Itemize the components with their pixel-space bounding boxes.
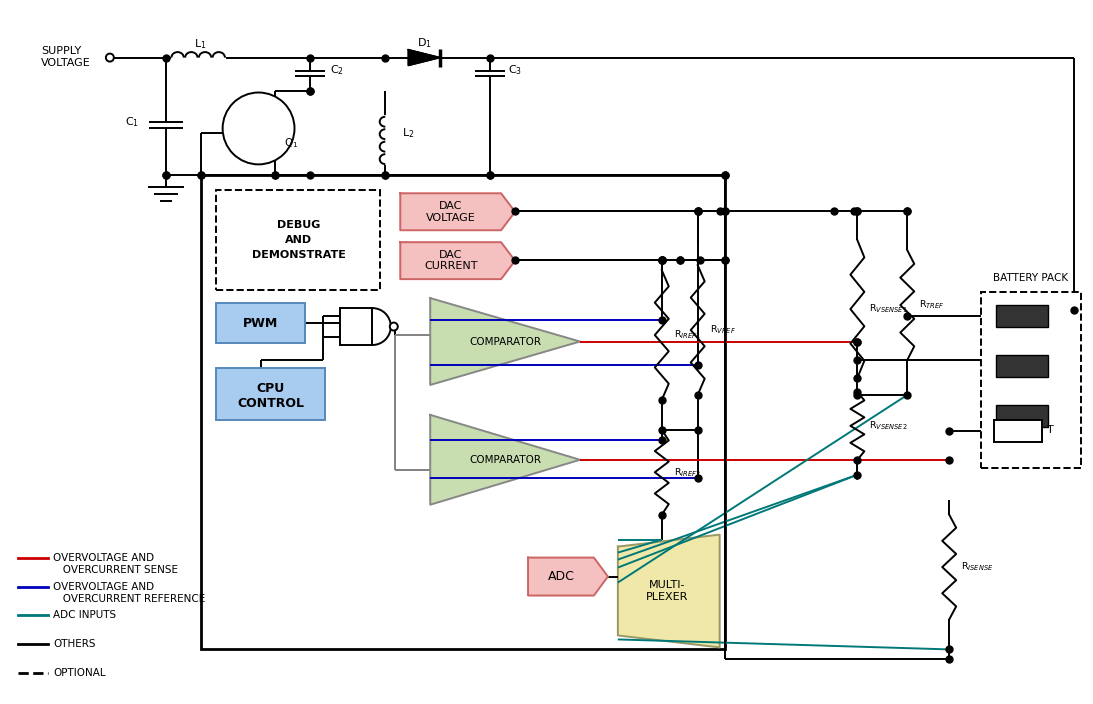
Text: R$_{TREF}$: R$_{TREF}$: [919, 298, 944, 311]
Text: T: T: [1047, 425, 1054, 435]
Text: AND: AND: [285, 235, 313, 245]
Text: ADC: ADC: [548, 570, 575, 583]
Text: Q$_1$: Q$_1$: [283, 137, 297, 151]
Bar: [982, 292, 1081, 467]
Text: DEMONSTRATE: DEMONSTRATE: [251, 250, 345, 260]
Text: PWM: PWM: [243, 317, 279, 329]
Text: R$_{VSENSE2}$: R$_{VSENSE2}$: [869, 420, 908, 432]
Text: R$_{ISENSE}$: R$_{ISENSE}$: [961, 561, 994, 573]
Text: R$_{IREF2}$: R$_{IREF2}$: [673, 466, 701, 479]
Text: BATTERY PACK: BATTERY PACK: [994, 273, 1069, 283]
Polygon shape: [431, 415, 580, 505]
Text: CPU: CPU: [257, 382, 284, 396]
Text: DAC
VOLTAGE: DAC VOLTAGE: [426, 201, 475, 222]
Text: L$_1$: L$_1$: [195, 37, 207, 51]
Text: VOLTAGE: VOLTAGE: [42, 58, 91, 68]
Bar: [215, 368, 326, 420]
Bar: [215, 303, 305, 343]
Bar: [340, 308, 373, 345]
Circle shape: [390, 322, 398, 331]
Bar: [215, 190, 380, 290]
Text: ADC INPUTS: ADC INPUTS: [52, 610, 116, 620]
Text: COMPARATOR: COMPARATOR: [469, 455, 541, 465]
Polygon shape: [400, 194, 515, 230]
Text: COMPARATOR: COMPARATOR: [469, 337, 541, 346]
Polygon shape: [431, 298, 580, 385]
Text: R$_{VSENSE1}$: R$_{VSENSE1}$: [869, 303, 908, 315]
Text: C$_1$: C$_1$: [125, 115, 139, 130]
Text: C$_2$: C$_2$: [330, 63, 344, 77]
Text: CONTROL: CONTROL: [237, 397, 304, 410]
Text: MULTI-
PLEXER: MULTI- PLEXER: [646, 580, 687, 602]
Text: OVERVOLTAGE AND: OVERVOLTAGE AND: [52, 582, 154, 591]
Text: SUPPLY: SUPPLY: [42, 46, 81, 56]
Text: OPTIONAL: OPTIONAL: [52, 668, 106, 679]
Text: R$_{VREF}$: R$_{VREF}$: [709, 324, 736, 337]
Bar: [996, 305, 1048, 327]
Text: OVERCURRENT SENSE: OVERCURRENT SENSE: [52, 565, 178, 574]
Bar: [995, 420, 1042, 442]
Text: D$_1$: D$_1$: [416, 36, 432, 49]
Bar: [996, 355, 1048, 377]
Text: OVERCURRENT REFERENCE: OVERCURRENT REFERENCE: [52, 593, 205, 603]
Text: OTHERS: OTHERS: [52, 639, 95, 649]
Text: R$_{IREF1}$: R$_{IREF1}$: [673, 329, 701, 341]
Polygon shape: [618, 534, 719, 648]
Text: L$_2$: L$_2$: [402, 126, 414, 140]
Text: DAC
CURRENT: DAC CURRENT: [424, 250, 478, 272]
Bar: [996, 405, 1048, 427]
Circle shape: [223, 92, 294, 164]
Bar: [201, 175, 725, 649]
Polygon shape: [409, 49, 440, 65]
Polygon shape: [528, 558, 608, 596]
Polygon shape: [400, 242, 515, 279]
Text: C$_3$: C$_3$: [508, 63, 522, 77]
Text: OVERVOLTAGE AND: OVERVOLTAGE AND: [52, 553, 154, 562]
Text: DEBUG: DEBUG: [277, 220, 320, 230]
